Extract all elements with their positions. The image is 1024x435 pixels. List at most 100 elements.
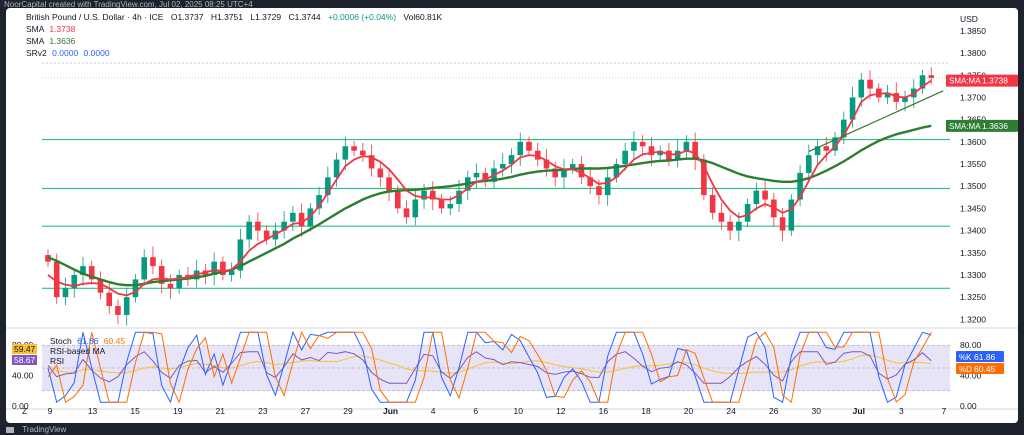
osc-tick-label: 0.00: [960, 401, 977, 411]
time-tick-label: 7: [942, 406, 947, 416]
candle-body: [692, 141, 698, 160]
candle-body: [806, 155, 812, 173]
osc-left-tick-label: 40.00: [12, 371, 34, 381]
chart-panel[interactable]: USD1.38501.38001.37501.37001.36501.36001…: [6, 8, 1018, 423]
candle-body: [884, 93, 891, 98]
time-tick-label: 9: [48, 406, 53, 416]
candle-body: [613, 164, 620, 178]
osc-tick-label: 40.00: [960, 371, 982, 381]
candle-body: [158, 266, 165, 284]
candle-body: [106, 292, 113, 307]
rsi-ma-tag-value: 59.47: [14, 344, 36, 354]
window-title: NoorCapital created with TradingView.com…: [4, 0, 253, 9]
candle-body: [762, 190, 768, 200]
volume-value: Vol60.81K: [403, 12, 443, 22]
candle-body: [718, 212, 725, 222]
candle-body: [578, 164, 585, 178]
rsi-line: [47, 351, 932, 384]
candle-body: [814, 146, 821, 156]
candle-body: [237, 239, 244, 271]
candle-body: [744, 203, 751, 222]
time-tick-label: Jun: [383, 406, 398, 416]
candle-body: [631, 141, 637, 151]
candle-body: [351, 146, 357, 151]
rsi-ma-line: [47, 354, 932, 375]
candle-body: [517, 141, 524, 156]
candle-body: [316, 195, 322, 209]
candle-body: [228, 270, 235, 275]
candle-body: [53, 261, 60, 298]
time-tick-label: 29: [343, 406, 353, 416]
time-tick-label: 12: [556, 406, 566, 416]
sma-slow-value: 1.3636: [49, 36, 76, 46]
candle-body: [797, 172, 803, 200]
stoch-d-line: [47, 330, 932, 404]
candle-body: [561, 168, 567, 178]
candle-body: [167, 283, 174, 289]
time-tick-label: 6: [473, 406, 478, 416]
candle-body: [421, 190, 427, 200]
time-tick-label: 10: [514, 406, 524, 416]
candle-body: [499, 164, 506, 169]
price-tick-label: 1.3400: [960, 226, 986, 236]
timezone-button-icon: Z: [22, 406, 27, 416]
candle-body: [456, 190, 462, 204]
candle-body: [482, 172, 489, 182]
candle-body: [141, 257, 147, 280]
rsi-axis-tag: 58.67: [12, 355, 38, 365]
sma-slow-legend[interactable]: SMA 1.3636: [26, 36, 75, 46]
price-tick-label: 1.3700: [960, 92, 986, 102]
candle-body: [386, 177, 392, 191]
time-tick-label: 3: [899, 406, 904, 416]
price-tick-label: 1.3450: [960, 203, 986, 213]
candle-body: [683, 141, 690, 151]
candle-body: [115, 306, 121, 315]
candle-body: [211, 261, 217, 275]
chart-canvas[interactable]: USD1.38501.38001.37501.37001.36501.36001…: [6, 8, 1018, 423]
candle-body: [377, 168, 384, 178]
candle-body: [97, 279, 104, 293]
symbol-legend[interactable]: British Pound / U.S. Dollar · 4h · ICE O…: [26, 12, 442, 22]
time-tick-label: 23: [258, 406, 268, 416]
stoch-tag-value: 61.86: [974, 352, 996, 362]
candle-body: [368, 155, 375, 169]
candle-body: [325, 177, 331, 196]
srv2-legend[interactable]: SRv2 0.0000 0.0000: [26, 48, 110, 58]
candle-body: [639, 141, 646, 147]
candle-body: [123, 297, 130, 315]
candle-body: [395, 190, 401, 209]
candle-body: [823, 146, 830, 151]
sma-fast-legend[interactable]: SMA 1.3738: [26, 24, 75, 34]
srv2-label: SRv2: [26, 48, 47, 58]
stoch-axis-tag: [956, 350, 1004, 362]
candle-body: [429, 190, 436, 200]
candle-body: [928, 75, 935, 78]
candle-body: [447, 203, 454, 209]
candle-body: [88, 266, 95, 280]
rsi-ma-axis-tag: 59.47: [12, 344, 38, 354]
candle-body: [736, 221, 742, 231]
candle-body: [701, 159, 707, 196]
price-tick-label: 1.3300: [960, 270, 986, 280]
rsi-ma-label: RSI-based MA: [50, 346, 106, 356]
candle-body: [569, 164, 576, 169]
price-tick-label: 1.3650: [960, 115, 986, 125]
symbol-title[interactable]: British Pound / U.S. Dollar · 4h · ICE: [26, 12, 164, 22]
stoch-legend[interactable]: Stoch 61.86 60.45: [50, 336, 125, 346]
rsi-ma-legend[interactable]: RSI-based MA: [50, 346, 105, 356]
rsi-legend[interactable]: RSI: [50, 356, 64, 366]
candle-body: [220, 261, 226, 275]
price-tick-label: 1.3800: [960, 48, 986, 58]
stoch-k-line: [47, 330, 932, 404]
candle-body: [849, 97, 856, 120]
candle-body: [71, 274, 78, 289]
ohlc-close: C1.3744: [288, 12, 321, 22]
time-tick-label: 24: [726, 406, 736, 416]
candle-body: [246, 221, 252, 240]
price-tick-label: 1.3850: [960, 26, 986, 36]
candle-body: [587, 177, 593, 187]
candle-body: [858, 79, 865, 98]
stoch-d-value: 60.45: [103, 336, 126, 346]
ohlc-change: +0.0006 (+0.04%): [327, 12, 397, 22]
